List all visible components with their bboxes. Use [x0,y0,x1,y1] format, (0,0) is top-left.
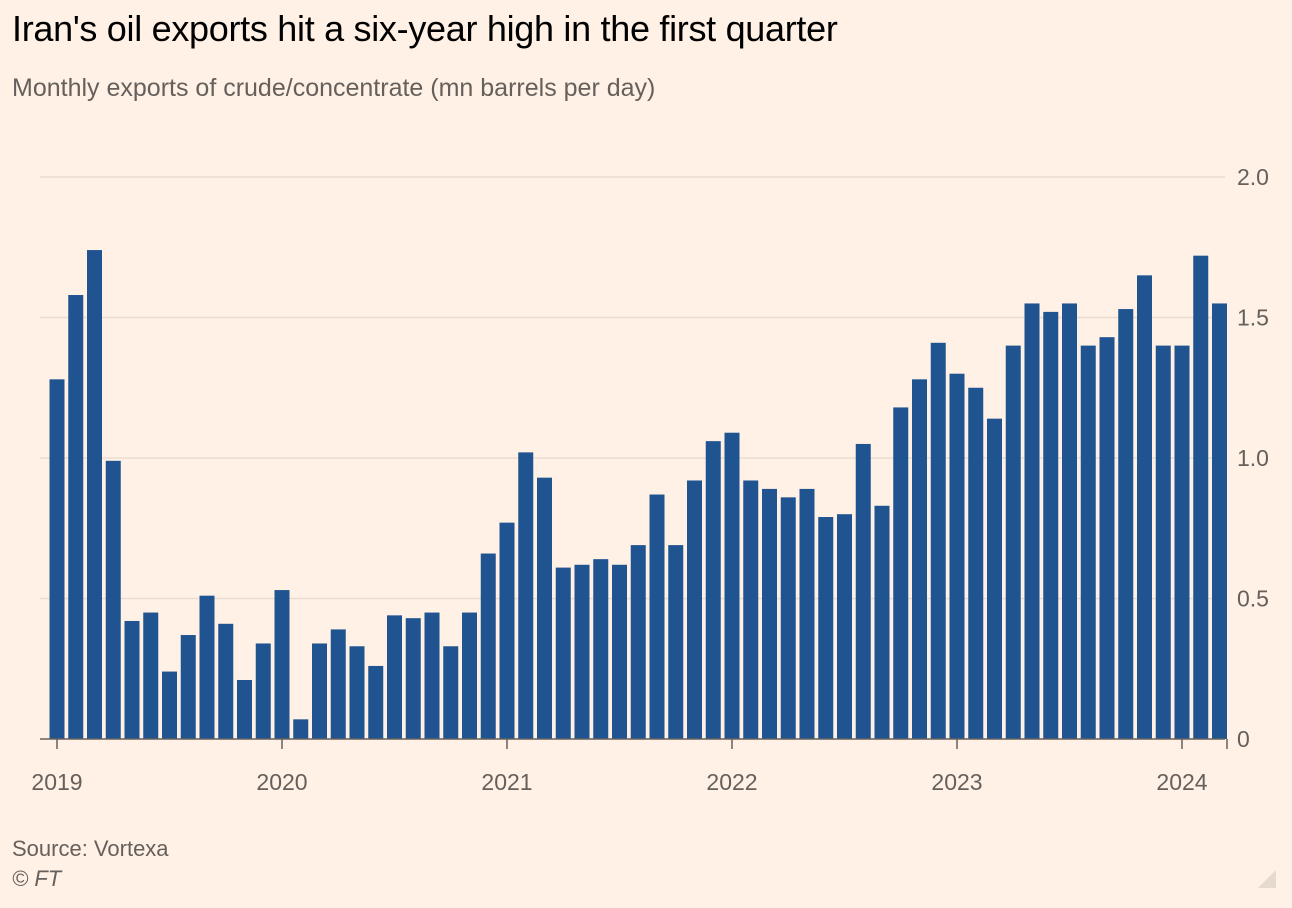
bar [630,545,646,739]
bar [1005,345,1021,739]
x-tick-label: 2022 [706,769,757,795]
y-tick-label: 1.0 [1237,445,1269,471]
bar [705,441,721,739]
bar [218,623,234,739]
y-tick-label: 0.5 [1237,586,1269,612]
bar [855,443,871,739]
source-note: Source: Vortexa [12,836,169,861]
bar [162,671,177,739]
bar [87,250,102,739]
resize-corner-icon [1258,870,1276,888]
bar [987,418,1002,739]
bar [105,460,121,739]
bar [799,488,815,739]
bar [180,635,196,739]
y-tick-label: 0 [1237,726,1250,752]
bar [1080,345,1096,739]
x-axis-ticks: 2019 2020 2021 2022 2023 2024 [31,739,1228,795]
chart-title: Iran's oil exports hit a six-year high i… [12,8,838,49]
bar [462,612,477,739]
bar [968,387,984,739]
bar [1024,303,1040,739]
bar [274,590,290,739]
bar [537,477,552,739]
bar [574,564,590,739]
bar-chart: 0 0.5 1.0 1.5 2.0 2019 2020 2021 2022 2023 2024 [31,164,1269,795]
bar [424,612,440,739]
bar [443,646,459,739]
bar [949,373,965,739]
bar [912,379,927,739]
bar [649,494,665,739]
bars [49,250,1227,739]
y-axis-ticks: 0 0.5 1.0 1.5 2.0 [1237,164,1269,752]
bar [762,488,777,739]
bar [330,629,346,739]
bar [387,615,402,739]
bar [1174,345,1190,739]
chart-subtitle: Monthly exports of crude/concentrate (mn… [12,74,656,102]
bar [368,665,384,739]
bar [312,643,327,739]
bar [555,567,571,739]
y-tick-label: 1.5 [1237,305,1269,331]
bar [1155,345,1171,739]
bar [1193,255,1209,739]
bar [237,679,252,739]
copyright-credit: © FT [12,866,62,891]
bar [480,553,496,739]
bar [199,595,215,739]
bar [837,514,852,739]
bar [930,342,946,739]
bar [293,719,309,739]
x-tick-label: 2024 [1156,769,1207,795]
y-tick-label: 2.0 [1237,164,1269,190]
bar [1062,303,1077,739]
bar [405,618,421,739]
bar [255,643,271,739]
bar [743,480,759,739]
bar [668,545,684,739]
bar [724,432,740,739]
bar [593,559,609,739]
bar [1118,309,1134,739]
bar [124,620,140,739]
bar [893,407,909,739]
x-tick-label: 2019 [31,769,82,795]
bar [687,480,702,739]
bar [874,505,890,739]
bar [1099,337,1115,739]
bar [143,612,159,739]
bar [1212,303,1227,739]
x-tick-label: 2021 [481,769,532,795]
bar [612,564,627,739]
bar [1137,275,1152,739]
bar [818,517,834,739]
bar [68,295,84,739]
bar [349,646,365,739]
bar [49,379,65,739]
bar [1043,311,1059,739]
bar [499,522,515,739]
x-tick-label: 2023 [931,769,982,795]
bar [518,452,534,739]
bar [780,497,796,739]
x-tick-label: 2020 [256,769,307,795]
